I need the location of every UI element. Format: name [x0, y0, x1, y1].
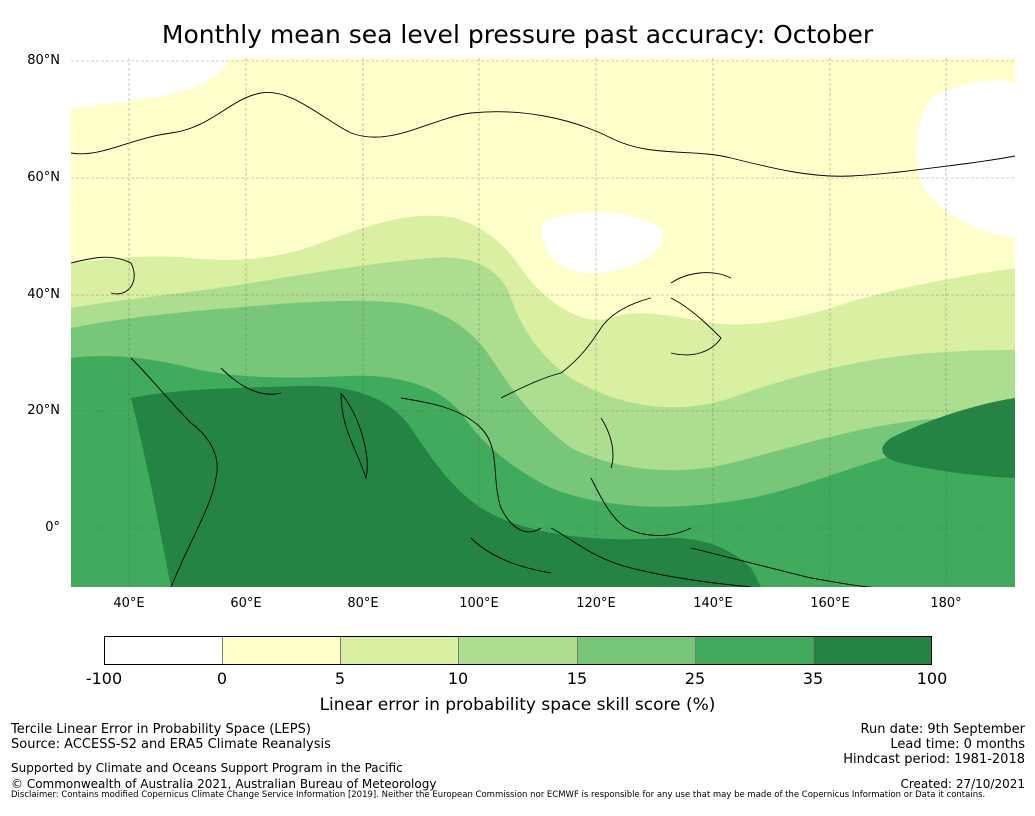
- zone-35-100-east: [882, 398, 1015, 478]
- footer-copyright: © Commonwealth of Australia 2021, Austra…: [11, 777, 437, 791]
- zone-negative-north: [71, 58, 231, 108]
- map-gridlines: [71, 58, 1015, 587]
- colorbar-tick-label: 25: [684, 669, 706, 688]
- colorbar: [104, 636, 932, 665]
- lon-label-60e: 60°E: [230, 596, 262, 611]
- footer-created: Created: 27/10/2021: [900, 777, 1025, 791]
- colorbar-swatch-25-35: [695, 637, 814, 664]
- footer-supported: Supported by Climate and Oceans Support …: [11, 761, 403, 775]
- lon-label-40e: 40°E: [113, 596, 145, 611]
- zone-35-100-west: [131, 385, 761, 587]
- zone-negative-center: [541, 212, 663, 274]
- colorbar-swatch-negative: [105, 637, 224, 664]
- footer-left: Tercile Linear Error in Probability Spac…: [11, 722, 331, 752]
- lon-label-120e: 120°E: [576, 596, 616, 611]
- footer-source: Source: ACCESS-S2 and ERA5 Climate Reana…: [11, 737, 331, 752]
- colorbar-tick-label: 10: [447, 669, 469, 688]
- skill-map: [71, 58, 1015, 587]
- colorbar-swatch-10-15: [459, 637, 578, 664]
- colorbar-tick-label: 35: [802, 669, 824, 688]
- footer-run-date: Run date: 9th September: [860, 722, 1025, 737]
- lon-label-140e: 140°E: [693, 596, 733, 611]
- footer-right: Run date: 9th September Lead time: 0 mon…: [843, 722, 1025, 767]
- colorbar-tick-label: 5: [334, 669, 346, 688]
- lat-label-40n: 40°N: [27, 287, 60, 302]
- footer-hindcast: Hindcast period: 1981-2018: [843, 752, 1025, 767]
- footer-lead-time: Lead time: 0 months: [890, 737, 1025, 752]
- colorbar-swatch-0-5: [223, 637, 342, 664]
- map-coastlines: [71, 92, 1015, 587]
- colorbar-swatch-35-100: [813, 637, 931, 664]
- colorbar-tick-label: 0: [216, 669, 228, 688]
- zone-0-5-north: [71, 58, 1015, 325]
- lat-label-60n: 60°N: [27, 170, 60, 185]
- colorbar-label: Linear error in probability space skill …: [319, 695, 716, 715]
- colorbar-tick-label: 100: [916, 669, 948, 688]
- lat-label-80n: 80°N: [27, 53, 60, 68]
- colorbar-swatch-5-10: [341, 637, 460, 664]
- colorbar-tick-label: 15: [566, 669, 588, 688]
- chart-title: Monthly mean sea level pressure past acc…: [161, 20, 874, 49]
- lon-label-100e: 100°E: [459, 596, 499, 611]
- lon-label-80e: 80°E: [347, 596, 379, 611]
- lat-label-20n: 20°N: [27, 403, 60, 418]
- lon-label-160e: 160°E: [810, 596, 850, 611]
- zone-negative-east: [916, 80, 1015, 238]
- colorbar-swatch-15-25: [577, 637, 696, 664]
- lat-label-0: 0°: [45, 520, 60, 535]
- footer-disclaimer: Disclaimer: Contains modified Copernicus…: [11, 790, 986, 800]
- footer-method: Tercile Linear Error in Probability Spac…: [11, 722, 311, 737]
- colorbar-tick-label: -100: [85, 669, 123, 688]
- skill-map-canvas: [71, 58, 1015, 587]
- lon-label-180: 180°: [930, 596, 962, 611]
